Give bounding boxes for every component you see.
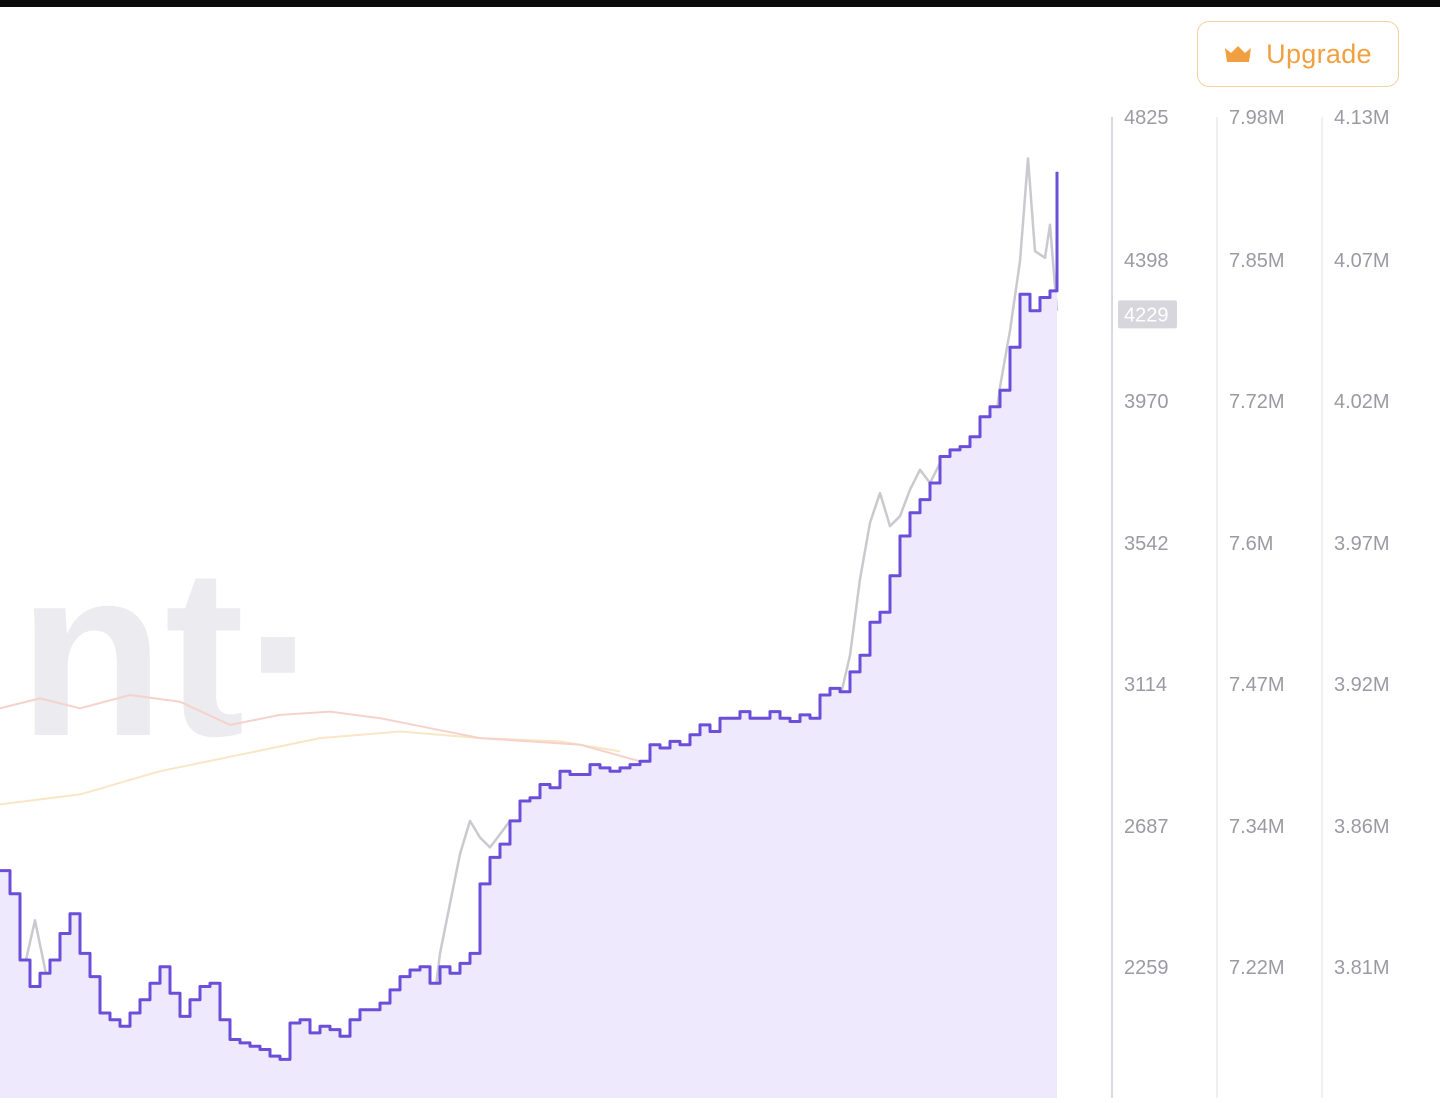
axis-tertiary-tick: 3.81M xyxy=(1334,957,1390,979)
axis-tertiary-tick: 4.07M xyxy=(1334,250,1390,272)
crown-icon xyxy=(1225,46,1252,62)
series-area-main xyxy=(0,171,1057,1098)
axis-primary-tick: 4825 xyxy=(1124,107,1169,129)
axis-secondary-tick: 7.85M xyxy=(1229,250,1285,272)
axis-primary-tick: 3542 xyxy=(1124,533,1169,555)
axis-primary-tick: 2259 xyxy=(1124,957,1169,979)
axis-secondary-tick: 7.6M xyxy=(1229,533,1273,555)
watermark-text: nt· xyxy=(18,518,324,786)
top-bar xyxy=(0,0,1440,7)
upgrade-label: Upgrade xyxy=(1266,38,1372,69)
axis-primary-tick: 3114 xyxy=(1124,674,1167,696)
axis-secondary-tick: 7.72M xyxy=(1229,391,1285,413)
axis-secondary-tick: 7.22M xyxy=(1229,957,1285,979)
axis-secondary-tick: 7.98M xyxy=(1229,107,1285,129)
axis-tertiary-tick: 3.92M xyxy=(1334,674,1390,696)
axis-tertiary-tick: 4.13M xyxy=(1334,107,1390,129)
axis-secondary-tick: 7.47M xyxy=(1229,674,1285,696)
axis-primary-tick: 2687 xyxy=(1124,816,1169,838)
axis-tertiary-tick: 4.02M xyxy=(1334,391,1390,413)
series-line-3 xyxy=(0,730,621,806)
current-value-tag xyxy=(1118,300,1177,329)
current-value-label: 4229 xyxy=(1124,304,1169,326)
axis-tertiary-tick: 3.86M xyxy=(1334,816,1390,838)
axis-primary-tick: 3970 xyxy=(1124,391,1169,413)
axis-primary-tick: 4398 xyxy=(1124,250,1169,272)
upgrade-button[interactable]: Upgrade xyxy=(1197,21,1399,87)
series-line-main xyxy=(0,171,1059,1061)
axis-secondary-tick: 7.34M xyxy=(1229,816,1285,838)
axis-tertiary-tick: 3.97M xyxy=(1334,533,1390,555)
